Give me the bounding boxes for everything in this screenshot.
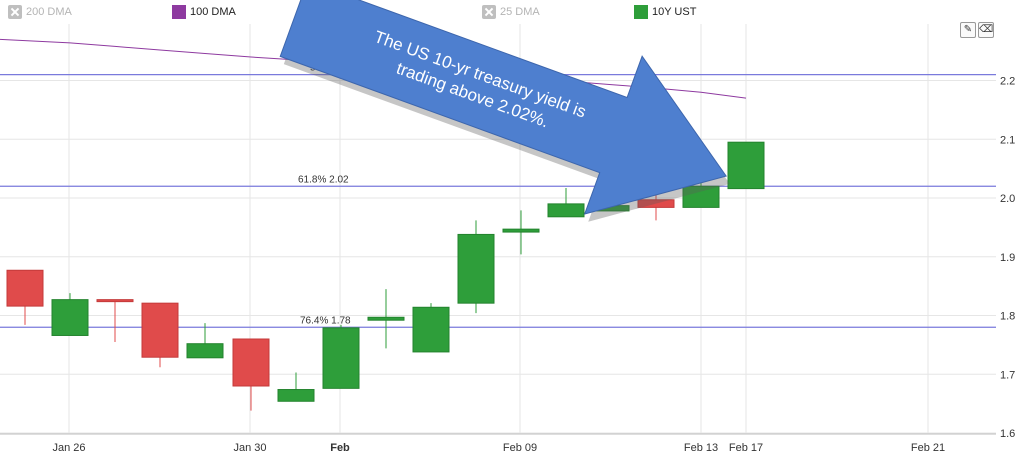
- x-tick-label: Feb 21: [911, 442, 945, 454]
- series-color-swatch: [634, 5, 648, 19]
- candle-body: [502, 228, 540, 233]
- candle: [367, 289, 405, 349]
- candle-body: [637, 199, 675, 208]
- legend-label: 25 DMA: [500, 6, 540, 18]
- hidden-series-icon: [8, 5, 22, 19]
- chart-toolbar: ✎ ⌫: [960, 22, 994, 38]
- y-tick-label: 1.7: [1000, 369, 1015, 381]
- candle: [96, 299, 134, 342]
- candle-body: [277, 389, 315, 402]
- candle-body: [682, 185, 720, 208]
- series-color-swatch: [172, 5, 186, 19]
- y-tick-label: 2.2: [1000, 76, 1015, 88]
- x-tick-label: Jan 30: [233, 442, 266, 454]
- candle-body: [457, 233, 495, 304]
- candle-body: [727, 141, 765, 190]
- x-tick-label: Feb 13: [684, 442, 718, 454]
- candle-body: [141, 302, 179, 358]
- callout-shape: [279, 0, 727, 215]
- candle-body: [322, 327, 360, 389]
- candle-body: [51, 299, 89, 336]
- callout-arrow: The US 10-yr treasury yield istrading ab…: [279, 0, 730, 222]
- y-tick-label: 1.6: [1000, 428, 1015, 440]
- y-tick-label: 1.8: [1000, 311, 1015, 323]
- y-tick-label: 2.1: [1000, 134, 1015, 146]
- candle-body: [547, 203, 585, 218]
- candle: [502, 210, 540, 255]
- legend-item-25-dma[interactable]: 25 DMA: [482, 3, 540, 21]
- x-tick-label: Feb: [330, 442, 350, 454]
- candle-body: [232, 338, 270, 387]
- hidden-series-icon: [482, 5, 496, 19]
- legend-item-10y-ust[interactable]: 10Y UST: [634, 3, 696, 21]
- candle: [727, 141, 765, 190]
- candle-body: [367, 316, 405, 321]
- candle: [277, 372, 315, 402]
- x-tick-label: Jan 26: [52, 442, 85, 454]
- fib-level-label: 61.8% 2.02: [298, 174, 349, 185]
- candle: [232, 338, 270, 411]
- candle-body: [186, 343, 224, 359]
- eraser-icon[interactable]: ⌫: [978, 22, 994, 38]
- legend-item-100-dma[interactable]: 100 DMA: [172, 3, 236, 21]
- legend-label: 200 DMA: [26, 6, 72, 18]
- fib-level-label: 76.4% 1.78: [300, 315, 351, 326]
- candle: [322, 324, 360, 389]
- y-tick-label: 2.0: [1000, 193, 1015, 205]
- candle: [51, 293, 89, 336]
- candle-body: [412, 306, 450, 353]
- x-tick-label: Feb 17: [729, 442, 763, 454]
- pencil-icon[interactable]: ✎: [960, 22, 976, 38]
- candle: [141, 302, 179, 368]
- legend-item-200-dma[interactable]: 200 DMA: [8, 3, 72, 21]
- candle: [547, 188, 585, 218]
- candle: [6, 269, 44, 325]
- candle: [412, 303, 450, 353]
- x-tick-label: Feb 09: [503, 442, 537, 454]
- legend-label: 10Y UST: [652, 6, 697, 18]
- candle: [186, 323, 224, 359]
- legend-label: 100 DMA: [190, 6, 236, 18]
- candle-body: [96, 299, 134, 303]
- candle: [457, 220, 495, 314]
- candle-body: [6, 269, 44, 307]
- y-tick-label: 1.9: [1000, 252, 1015, 264]
